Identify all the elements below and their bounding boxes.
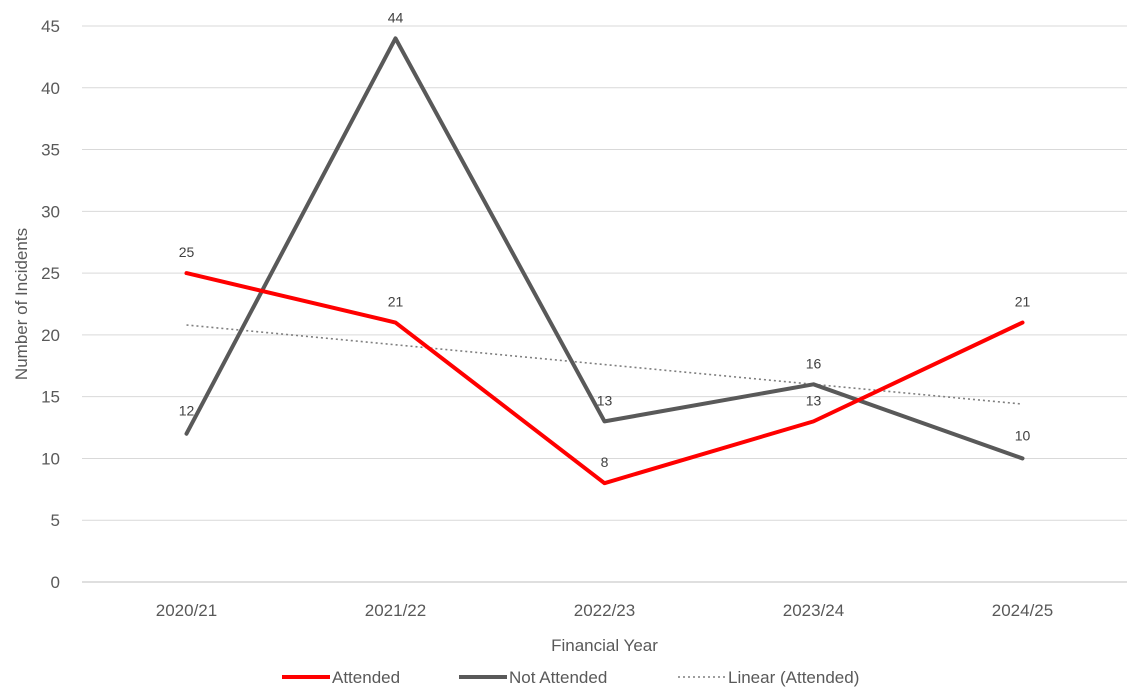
y-tick-label: 40 <box>41 79 60 98</box>
legend-item-not-attended: Not Attended <box>459 668 607 687</box>
legend: Attended Not Attended Linear (Attended) <box>282 668 859 687</box>
legend-label: Linear (Attended) <box>728 668 859 687</box>
data-label: 12 <box>179 403 195 419</box>
y-tick-label: 0 <box>51 573 60 592</box>
x-tick-label: 2023/24 <box>783 601 844 620</box>
data-label: 21 <box>388 294 404 310</box>
data-label: 25 <box>179 244 195 260</box>
data-label: 16 <box>806 355 822 371</box>
series-line-not-attended <box>184 36 1025 461</box>
data-label: 10 <box>1015 427 1031 443</box>
data-label: 13 <box>806 392 822 408</box>
legend-label: Not Attended <box>509 668 607 687</box>
y-tick-label: 20 <box>41 326 60 345</box>
y-tick-label: 25 <box>41 264 60 283</box>
x-tick-label: 2021/22 <box>365 601 426 620</box>
y-tick-label: 10 <box>41 449 60 468</box>
x-axis-ticks: 2020/21 2021/22 2022/23 2023/24 2024/25 <box>156 601 1053 620</box>
y-tick-label: 15 <box>41 388 60 407</box>
data-label: 44 <box>388 9 404 25</box>
legend-item-attended: Attended <box>282 668 400 687</box>
y-tick-label: 30 <box>41 202 60 221</box>
data-label: 13 <box>597 392 613 408</box>
legend-label: Attended <box>332 668 400 687</box>
y-tick-label: 5 <box>51 511 60 530</box>
x-axis-title: Financial Year <box>551 636 658 655</box>
x-tick-label: 2022/23 <box>574 601 635 620</box>
data-labels: 25 21 8 13 21 12 44 13 16 10 <box>179 9 1031 470</box>
y-axis-title: Number of Incidents <box>12 228 31 380</box>
series-line-attended <box>184 271 1025 486</box>
legend-item-trendline: Linear (Attended) <box>678 668 859 687</box>
data-label: 8 <box>601 454 609 470</box>
gridlines <box>82 25 1127 583</box>
y-tick-label: 35 <box>41 141 60 160</box>
x-tick-label: 2024/25 <box>992 601 1053 620</box>
y-tick-label: 45 <box>41 17 60 36</box>
x-tick-label: 2020/21 <box>156 601 217 620</box>
series-lines <box>184 36 1025 486</box>
y-axis-ticks: 0 5 10 15 20 25 30 35 40 45 <box>41 17 60 592</box>
data-label: 21 <box>1015 294 1031 310</box>
